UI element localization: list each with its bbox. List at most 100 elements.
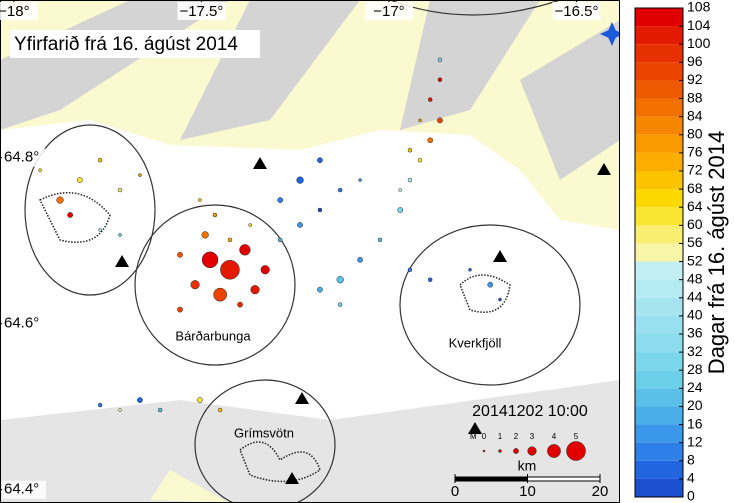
earthquake — [250, 285, 260, 295]
y-tick-label: 64.4° — [4, 481, 39, 498]
colorbar-tick-label: 108 — [687, 0, 711, 15]
central-volcano — [24, 124, 156, 296]
earthquake — [296, 176, 304, 184]
glacier — [180, 0, 360, 140]
colorbar-tick-label: 52 — [687, 252, 703, 268]
colorbar-tick-label: 36 — [687, 325, 703, 341]
volcano — [285, 472, 299, 484]
colorbar-tick-label: 76 — [687, 144, 703, 160]
colorbar-band — [635, 315, 683, 334]
x-tick-label: −17.5° — [179, 3, 223, 20]
colorbar-band — [635, 171, 683, 190]
colorbar-band — [635, 80, 683, 99]
colorbar-tick-label: 72 — [687, 162, 703, 178]
colorbar-band — [635, 297, 683, 316]
earthquake — [198, 198, 202, 202]
title-box — [10, 30, 260, 58]
colorbar-band — [635, 334, 683, 353]
colorbar-tick-label: 48 — [687, 270, 703, 286]
tick-label-bg — [2, 480, 46, 499]
colorbar-tick-label: 100 — [687, 35, 711, 51]
colorbar-band — [635, 243, 683, 262]
colorbar-tick-label: 0 — [687, 488, 695, 503]
earthquake — [297, 222, 303, 228]
volcano — [115, 255, 129, 267]
glacier — [520, 20, 620, 180]
colorbar-tick-label: 32 — [687, 343, 703, 359]
earthquake — [190, 280, 200, 290]
earthquake — [336, 276, 344, 284]
earthquake — [177, 306, 183, 313]
colorbar-band — [635, 62, 683, 81]
volcano — [295, 392, 309, 404]
earthquake — [97, 157, 103, 163]
colorbar-band — [635, 279, 683, 298]
earthquake — [157, 407, 163, 413]
land — [150, 470, 230, 503]
earthquake — [357, 256, 363, 263]
earthquake — [38, 168, 42, 172]
caldera — [239, 441, 321, 483]
earthquake — [427, 97, 433, 102]
magnitude-symbol — [482, 449, 486, 453]
colorbar-tick-label: 4 — [687, 470, 695, 486]
earthquake — [277, 197, 284, 203]
colorbar-band — [635, 406, 683, 425]
scale-label: 0 — [451, 483, 459, 500]
volcano — [253, 157, 267, 169]
colorbar-tick-label: 20 — [687, 397, 703, 413]
magnitude-value: 4 — [552, 432, 557, 441]
earthquake — [227, 237, 233, 243]
earthquake — [137, 397, 143, 403]
earthquake — [317, 286, 323, 293]
colorbar-tick-label: 96 — [687, 53, 703, 69]
x-tick-label: −16.5° — [555, 3, 599, 20]
tick-label-bg — [364, 2, 413, 20]
earthquake — [337, 187, 343, 193]
magnitude-value: 1 — [498, 432, 503, 441]
earthquake — [277, 237, 283, 243]
magnitude-label: M — [470, 432, 477, 441]
magnitude-symbol — [513, 448, 519, 454]
colorbar-tick-label: 88 — [687, 89, 703, 105]
colorbar-tick-label: 60 — [687, 216, 703, 232]
map-title: Yfirfarið frá 16. ágúst 2014 — [14, 34, 238, 55]
colorbar-tick-label: 40 — [687, 307, 703, 323]
earthquake — [77, 177, 83, 183]
magnitude-symbol — [498, 449, 502, 453]
colorbar-band — [635, 8, 683, 27]
magnitude-value: 3 — [530, 432, 535, 441]
earthquake — [337, 302, 343, 307]
colorbar-band — [635, 370, 683, 389]
magnitude-symbol — [566, 441, 586, 461]
colorbar-band — [635, 424, 683, 443]
earthquake — [201, 251, 219, 269]
earthquake — [487, 281, 494, 288]
colorbar-tick-label: 104 — [687, 17, 711, 33]
earthquake — [317, 207, 323, 213]
earthquake — [239, 244, 251, 256]
earthquakes — [38, 57, 502, 413]
central-volcano — [134, 204, 296, 366]
earthquake — [417, 157, 423, 163]
tick-label-bg — [177, 2, 226, 20]
earthquake — [377, 237, 383, 243]
earthquake — [217, 407, 223, 413]
earthquake — [67, 212, 73, 218]
tick-label-bg — [2, 314, 46, 333]
place-label: Kverkfjöll — [449, 335, 502, 350]
colorbar-band — [635, 98, 683, 117]
colorbar-tick-label: 8 — [687, 451, 695, 467]
glacier — [0, 380, 620, 503]
caldera — [38, 192, 111, 243]
scale-label: 20 — [592, 483, 609, 500]
colorbar-band — [635, 116, 683, 135]
colorbar-band — [635, 189, 683, 208]
earthquake — [437, 57, 443, 62]
colorbar-band — [635, 152, 683, 171]
colorbar-tick-label: 92 — [687, 71, 703, 87]
earthquake — [56, 196, 64, 204]
earthquake — [118, 233, 122, 237]
